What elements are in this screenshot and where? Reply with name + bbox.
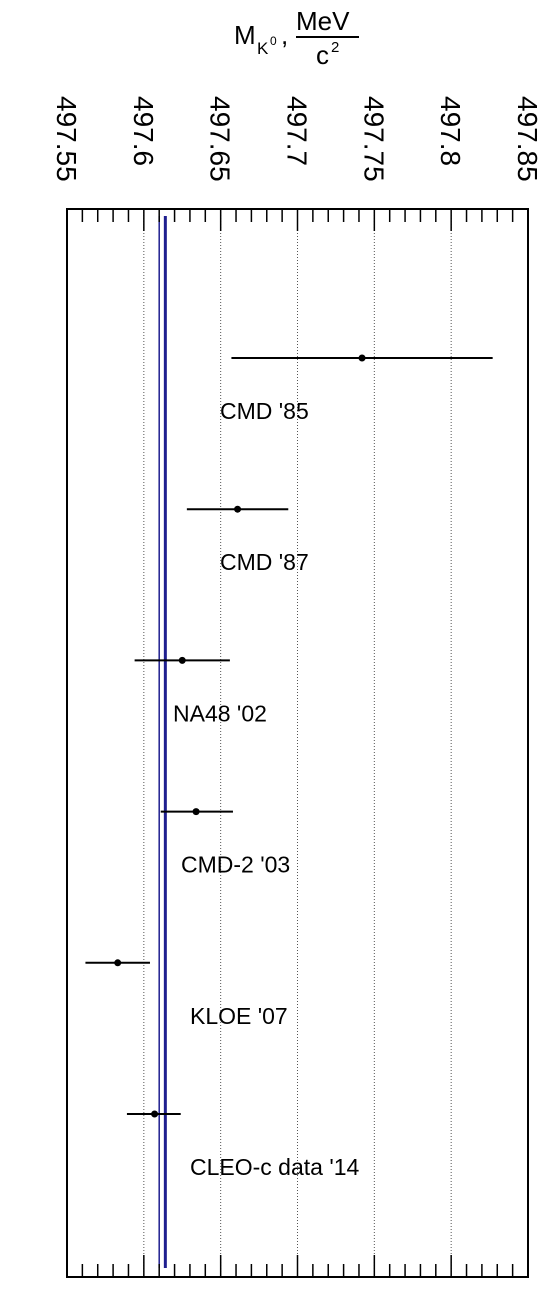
data-points bbox=[85, 354, 493, 1118]
chart-title: M K 0 , MeV c 2 bbox=[234, 6, 359, 70]
tick-label: 497.8 bbox=[435, 96, 466, 166]
tick-label: 497.85 bbox=[512, 96, 543, 182]
title-subscript: K bbox=[257, 39, 269, 58]
average-band bbox=[158, 216, 167, 1268]
data-point bbox=[178, 656, 186, 664]
data-point bbox=[234, 505, 242, 513]
data-point bbox=[192, 808, 200, 816]
point-label: CMD '87 bbox=[220, 549, 309, 575]
axis-tick-labels: 497.55 497.6 497.65 497.7 497.75 497.8 497.85 bbox=[51, 96, 543, 182]
title-unit-numerator: MeV bbox=[296, 6, 350, 36]
title-superscript: 0 bbox=[270, 34, 277, 48]
point-label: KLOE '07 bbox=[190, 1003, 288, 1029]
title-unit-denominator-power: 2 bbox=[331, 39, 339, 56]
tick-label: 497.65 bbox=[205, 96, 236, 182]
data-point bbox=[151, 1110, 159, 1118]
point-label: CMD '85 bbox=[220, 398, 309, 424]
point-label: NA48 '02 bbox=[173, 700, 267, 726]
title-unit-denominator: c bbox=[316, 40, 329, 70]
tick-label: 497.55 bbox=[51, 96, 82, 182]
point-label: CMD-2 '03 bbox=[181, 852, 290, 878]
tick-label: 497.6 bbox=[128, 96, 159, 166]
tick-label: 497.7 bbox=[282, 96, 313, 166]
data-point bbox=[114, 959, 122, 967]
point-labels: CMD '85 CMD '87 NA48 '02 CMD-2 '03 KLOE '07 C… bbox=[173, 398, 360, 1180]
grid bbox=[143, 209, 452, 1277]
data-point bbox=[358, 354, 366, 362]
tick-label: 497.75 bbox=[358, 96, 389, 182]
title-separator: , bbox=[281, 20, 288, 50]
axis-ticks bbox=[66, 209, 529, 1277]
point-label: CLEO-c data '14 bbox=[190, 1154, 360, 1180]
title-symbol: M bbox=[234, 20, 256, 50]
